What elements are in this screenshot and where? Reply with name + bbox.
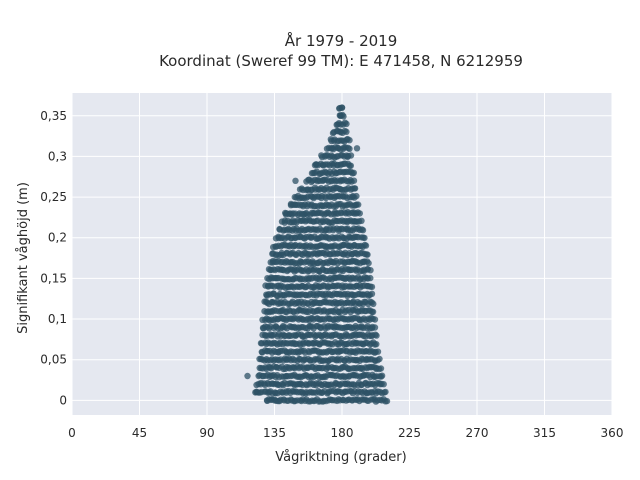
scatter-point (367, 274, 374, 282)
chart-title-line-2: Koordinat (Sweref 99 TM): E 471458, N 62… (159, 52, 523, 70)
data-points (244, 104, 391, 405)
scatter-point (371, 324, 379, 331)
y-tick-label: 0 (59, 393, 67, 407)
x-tick-label: 360 (601, 426, 624, 440)
x-tick-label: 90 (199, 426, 214, 440)
scatter-point (380, 381, 387, 388)
scatter-point (361, 234, 368, 242)
scatter-point (373, 341, 380, 348)
x-tick-label: 180 (331, 426, 354, 440)
scatter-point (283, 210, 290, 217)
scatter-point (253, 389, 260, 396)
chart-title-line-1: År 1979 - 2019 (285, 31, 398, 50)
y-axis-title: Signifikant våghöjd (m) (16, 182, 31, 334)
scatter-point (350, 177, 358, 184)
scatter-point (346, 145, 353, 152)
scatter-point (374, 348, 382, 355)
scatter-point (292, 177, 299, 184)
scatter-point (378, 372, 386, 379)
scatter-point (368, 283, 376, 291)
scatter-point (337, 112, 344, 120)
scatter-point (244, 372, 251, 380)
scatter-point (362, 242, 370, 249)
scatter-point (383, 397, 391, 405)
scatter-point (376, 355, 383, 363)
scatter-point (343, 128, 350, 135)
scatter-point (353, 145, 361, 152)
scatter-point (347, 152, 355, 159)
y-tick-label: 0,25 (40, 190, 67, 204)
scatter-point (353, 192, 360, 200)
scatter-point (370, 300, 377, 308)
y-axis-ticks: 0 0,05 0,1 0,15 0,2 0,25 0,3 0,35 (40, 109, 67, 408)
y-tick-label: 0,3 (48, 149, 67, 163)
scatter-point (367, 267, 374, 274)
x-tick-label: 225 (398, 426, 421, 440)
scatter-point (343, 120, 350, 128)
scatter-point (365, 259, 372, 267)
scatter-point (351, 185, 359, 192)
x-axis-ticks: 0 45 90 135 180 225 270 315 360 (68, 426, 623, 440)
y-tick-label: 0,2 (48, 231, 67, 245)
y-tick-label: 0,05 (40, 353, 67, 367)
x-tick-label: 270 (466, 426, 489, 440)
x-tick-label: 135 (263, 426, 286, 440)
scatter-point (347, 162, 354, 169)
x-tick-label: 315 (533, 426, 556, 440)
scatter-point (346, 137, 353, 144)
scatter-point (287, 202, 295, 209)
scatter-point (364, 251, 371, 258)
scatter-point (271, 397, 278, 404)
scatter-point (350, 169, 357, 176)
scatter-point (263, 397, 271, 404)
scatter-point (368, 290, 376, 297)
scatter-point (313, 161, 320, 168)
scatter-point (382, 388, 389, 396)
scatter-point (350, 218, 358, 225)
y-tick-label: 0,15 (40, 271, 67, 285)
scatter-point (358, 217, 365, 224)
scatter-point (359, 227, 367, 234)
scatter-point (338, 104, 346, 111)
y-tick-label: 0,35 (40, 109, 67, 123)
scatter-point (369, 308, 377, 315)
scatter-point (355, 201, 362, 208)
x-axis-title: Vågriktning (grader) (275, 450, 406, 465)
scatter-point (356, 210, 363, 217)
scatter-point (373, 332, 380, 339)
x-tick-label: 45 (132, 426, 147, 440)
x-tick-label: 0 (68, 426, 76, 440)
scatter-point (371, 316, 379, 323)
y-tick-label: 0,1 (48, 312, 67, 326)
scatter-point (377, 365, 385, 372)
